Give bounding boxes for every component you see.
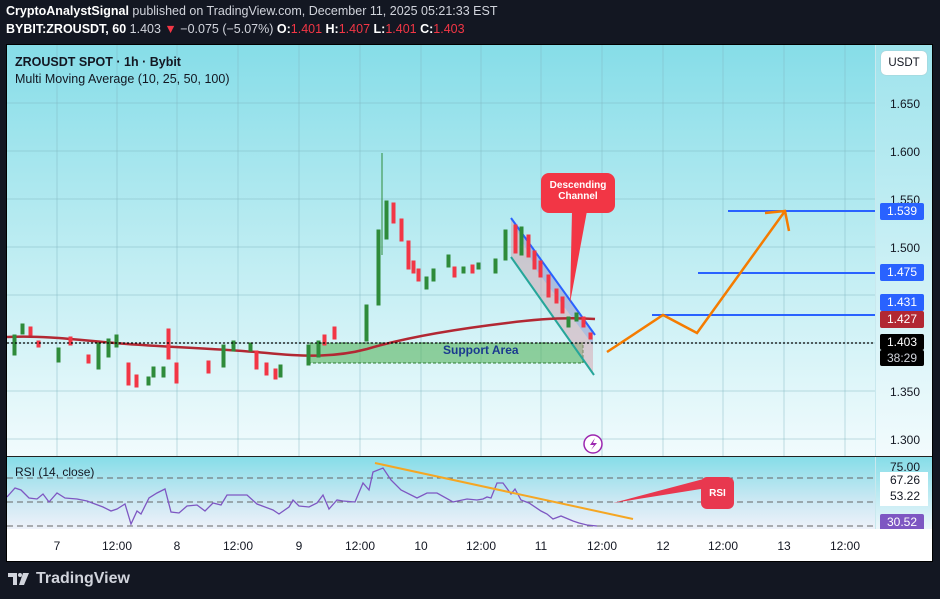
descending-channel-callout (541, 173, 615, 213)
high-label: H: (325, 22, 339, 36)
close-label: C: (420, 22, 434, 36)
rsi-axis-label: 53.22 (890, 489, 921, 503)
time-label: 12:00 (222, 539, 254, 553)
down-arrow-icon: ▼ (164, 22, 177, 36)
rsi-callout-label: RSI (709, 488, 726, 499)
time-label: 7 (53, 539, 61, 553)
countdown-tag: 38:29 (880, 350, 924, 366)
candles (12, 153, 593, 388)
price-label: 1.600 (890, 145, 921, 159)
time-label: 12:00 (829, 539, 861, 553)
lightning-icon (583, 434, 603, 454)
level-tag-1-539: 1.539 (880, 203, 924, 220)
indicator-legend[interactable]: Multi Moving Average (10, 25, 50, 100) (15, 72, 230, 86)
price-axis[interactable]: 1.650 1.600 1.550 1.500 1.350 1.300 1.53… (875, 45, 932, 456)
time-label: 8 (173, 539, 181, 553)
price-chart-canvas[interactable] (7, 45, 875, 456)
time-label: 13 (777, 539, 791, 553)
price-pane[interactable]: ZROUSDT SPOT · 1h · Bybit Multi Moving A… (7, 45, 875, 456)
last-price-tag: 1.403 (880, 334, 924, 350)
time-label: 12:00 (707, 539, 739, 553)
time-label: 10 (414, 539, 428, 553)
time-label: 12:00 (586, 539, 618, 553)
tradingview-logo-icon (8, 573, 29, 585)
time-label: 12:00 (344, 539, 376, 553)
price-label: 1.650 (890, 97, 921, 111)
publish-header: CryptoAnalystSignal published on Trading… (6, 4, 497, 18)
brand-name: TradingView (36, 570, 130, 587)
time-label: 12:00 (465, 539, 497, 553)
rsi-chart-canvas[interactable] (7, 457, 875, 529)
rsi-trendline (374, 462, 634, 520)
level-tag-1-475: 1.475 (880, 264, 924, 281)
descending-channel-label: Descending Channel (549, 180, 607, 202)
time-label: 11 (534, 539, 548, 553)
support-area-label: Support Area (443, 343, 519, 357)
rsi-axis-label: 67.26 (890, 473, 921, 487)
low-label: L: (373, 22, 386, 36)
published-text: published on TradingView.com, December 1… (132, 4, 498, 18)
price-label: 1.300 (890, 433, 921, 447)
rsi-line (7, 467, 598, 527)
price-change: −0.075 (−5.07%) (180, 22, 274, 36)
currency-button[interactable]: USDT (881, 51, 927, 75)
rsi-pane[interactable]: RSI (14, close) RSI (7, 457, 875, 529)
time-label: 9 (295, 539, 303, 553)
close-value: 1.403 (433, 22, 465, 36)
symbol: BYBIT:ZROUSDT, 60 (6, 22, 127, 36)
rsi-legend[interactable]: RSI (14, close) (15, 465, 95, 479)
rsi-current-tag: 30.52 (880, 514, 924, 531)
time-label: 12 (656, 539, 670, 553)
chart-frame: ZROUSDT SPOT · 1h · Bybit Multi Moving A… (6, 44, 933, 562)
pane-divider[interactable] (7, 456, 932, 457)
price-label: 1.350 (890, 385, 921, 399)
ma-tag: 1.427 (880, 311, 924, 328)
time-label: 12:00 (101, 539, 133, 553)
price-label: 1.500 (890, 241, 921, 255)
author-name[interactable]: CryptoAnalystSignal (6, 4, 129, 18)
channel-upper-line (510, 217, 596, 336)
high-value: 1.407 (338, 22, 371, 36)
low-value: 1.401 (385, 22, 417, 36)
last-price: 1.403 (129, 22, 161, 36)
open-label: O: (276, 22, 291, 36)
level-tag-1-431: 1.431 (880, 294, 924, 311)
open-value: 1.401 (290, 22, 323, 36)
tradingview-logo[interactable]: TradingView (8, 570, 130, 588)
rsi-axis[interactable]: 75.00 67.26 53.22 30.52 (875, 457, 932, 531)
rsi-axis-label: 75.00 (890, 460, 921, 474)
time-axis[interactable]: 7 12:00 8 12:00 9 12:00 10 12:00 11 12:0… (7, 529, 932, 561)
symbol-header: BYBIT:ZROUSDT, 60 1.403 ▼ −0.075 (−5.07%… (6, 22, 465, 36)
chart-legend-title[interactable]: ZROUSDT SPOT · 1h · Bybit (15, 55, 181, 69)
rsi-callout (701, 477, 734, 509)
projection-arrow (606, 210, 787, 354)
channel-lower-line (510, 256, 595, 376)
